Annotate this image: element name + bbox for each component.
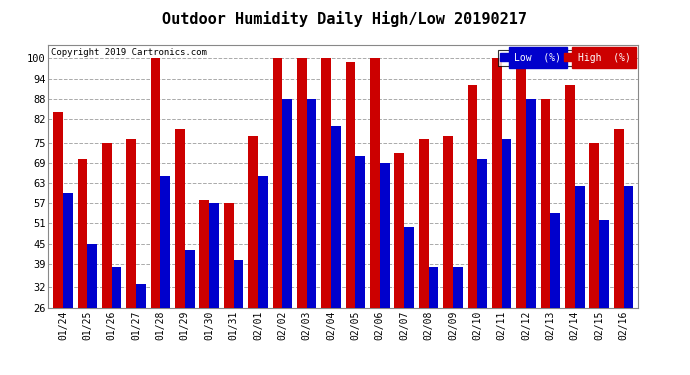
- Text: Copyright 2019 Cartronics.com: Copyright 2019 Cartronics.com: [51, 48, 207, 57]
- Bar: [175, 129, 185, 375]
- Bar: [248, 136, 258, 375]
- Bar: [565, 86, 575, 375]
- Bar: [282, 99, 292, 375]
- Bar: [419, 139, 428, 375]
- Bar: [258, 176, 268, 375]
- Text: Outdoor Humidity Daily High/Low 20190217: Outdoor Humidity Daily High/Low 20190217: [163, 11, 527, 27]
- Bar: [63, 193, 72, 375]
- Bar: [53, 112, 63, 375]
- Bar: [589, 142, 599, 375]
- Bar: [224, 203, 234, 375]
- Legend: Low  (%), High  (%): Low (%), High (%): [497, 50, 633, 66]
- Bar: [370, 58, 380, 375]
- Bar: [428, 267, 438, 375]
- Bar: [443, 136, 453, 375]
- Bar: [526, 99, 536, 375]
- Bar: [395, 153, 404, 375]
- Bar: [136, 284, 146, 375]
- Bar: [624, 186, 633, 375]
- Bar: [404, 227, 414, 375]
- Bar: [331, 126, 341, 375]
- Bar: [161, 176, 170, 375]
- Bar: [551, 213, 560, 375]
- Bar: [322, 58, 331, 375]
- Bar: [88, 243, 97, 375]
- Bar: [380, 163, 390, 375]
- Bar: [150, 58, 161, 375]
- Bar: [355, 156, 365, 375]
- Bar: [209, 203, 219, 375]
- Bar: [199, 200, 209, 375]
- Bar: [453, 267, 463, 375]
- Bar: [112, 267, 121, 375]
- Bar: [346, 62, 355, 375]
- Bar: [307, 99, 317, 375]
- Bar: [102, 142, 112, 375]
- Bar: [126, 139, 136, 375]
- Bar: [599, 220, 609, 375]
- Bar: [516, 58, 526, 375]
- Bar: [502, 139, 511, 375]
- Bar: [541, 99, 551, 375]
- Bar: [614, 129, 624, 375]
- Bar: [234, 260, 244, 375]
- Bar: [492, 58, 502, 375]
- Bar: [77, 159, 88, 375]
- Bar: [477, 159, 487, 375]
- Bar: [185, 250, 195, 375]
- Bar: [273, 58, 282, 375]
- Bar: [468, 86, 477, 375]
- Bar: [575, 186, 584, 375]
- Bar: [297, 58, 307, 375]
